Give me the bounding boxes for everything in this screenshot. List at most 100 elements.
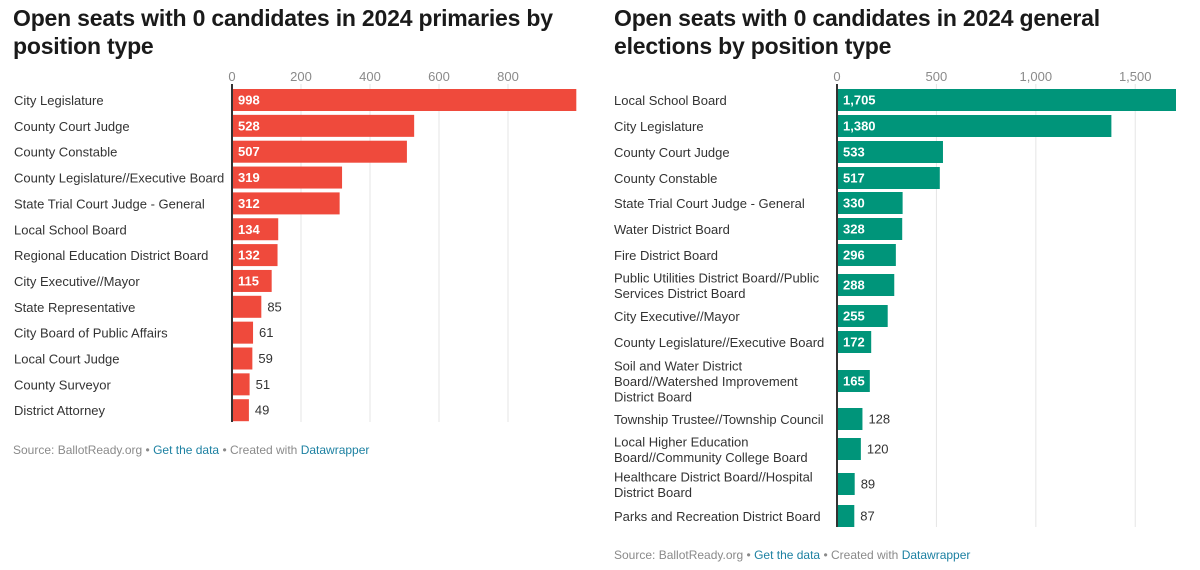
source-text: Source: BallotReady.org bbox=[13, 443, 143, 457]
value-label: 517 bbox=[843, 171, 865, 186]
value-label: 288 bbox=[843, 278, 865, 293]
bar[interactable] bbox=[232, 244, 278, 267]
value-label: 115 bbox=[238, 273, 259, 288]
x-tick-label: 800 bbox=[497, 69, 519, 84]
value-label: 89 bbox=[861, 477, 875, 492]
bar[interactable] bbox=[232, 269, 272, 292]
category-label: Regional Education District Board bbox=[14, 248, 208, 263]
category-label: County Court Judge bbox=[14, 118, 130, 133]
value-label: 998 bbox=[238, 93, 260, 108]
primaries-chart-panel: Open seats with 0 candidates in 2024 pri… bbox=[0, 0, 590, 570]
x-tick-label: 500 bbox=[926, 69, 948, 84]
bar[interactable] bbox=[232, 192, 340, 215]
category-label: Local Higher Education Board//Community C… bbox=[614, 434, 808, 465]
category-label: County Constable bbox=[14, 144, 117, 159]
get-the-data-link[interactable]: Get the data bbox=[153, 443, 220, 457]
created-with-text: • Created with bbox=[820, 548, 902, 562]
bar[interactable] bbox=[837, 192, 903, 214]
datawrapper-link[interactable]: Datawrapper bbox=[300, 443, 370, 457]
bar[interactable] bbox=[837, 141, 943, 163]
bar[interactable] bbox=[837, 408, 863, 430]
value-label: 1,705 bbox=[843, 93, 876, 108]
primaries-bar-chart: 0 200 400 600 800 City Legislature 998 County C… bbox=[14, 69, 577, 422]
x-tick-label: 0 bbox=[228, 69, 235, 84]
value-label: 507 bbox=[238, 144, 260, 159]
x-tick-label: 200 bbox=[290, 69, 312, 84]
category-label: Fire District Board bbox=[614, 248, 718, 263]
datawrapper-link[interactable]: Datawrapper bbox=[901, 548, 971, 562]
bar[interactable] bbox=[837, 89, 1176, 111]
category-label: State Trial Court Judge - General bbox=[14, 196, 205, 211]
value-label: 255 bbox=[843, 309, 865, 324]
x-tick-label: 1,000 bbox=[1020, 69, 1053, 84]
category-label: Soil and Water District Board//Watershed … bbox=[614, 358, 798, 404]
bar[interactable] bbox=[837, 438, 861, 460]
bar[interactable] bbox=[837, 331, 872, 353]
created-with-text: • Created with bbox=[219, 443, 301, 457]
category-label: County Court Judge bbox=[614, 145, 730, 160]
value-label: 128 bbox=[868, 412, 890, 427]
x-tick-label: 1,500 bbox=[1119, 69, 1152, 84]
bar[interactable] bbox=[232, 295, 262, 318]
bar[interactable] bbox=[837, 473, 855, 495]
bar[interactable] bbox=[232, 373, 250, 396]
get-the-data-link[interactable]: Get the data bbox=[754, 548, 821, 562]
category-label: City Legislature bbox=[14, 93, 104, 108]
bar[interactable] bbox=[837, 115, 1112, 137]
category-label: City Executive//Mayor bbox=[14, 273, 140, 288]
bar[interactable] bbox=[232, 218, 279, 241]
category-label: Local School Board bbox=[14, 222, 127, 237]
category-label: County Constable bbox=[614, 171, 717, 186]
bar[interactable] bbox=[837, 505, 855, 527]
bar[interactable] bbox=[232, 347, 253, 370]
general-elections-chart-panel: Open seats with 0 candidates in 2024 gen… bbox=[600, 0, 1200, 570]
value-label: 172 bbox=[843, 335, 865, 350]
category-label: County Legislature//Executive Board bbox=[14, 170, 224, 185]
category-label: State Representative bbox=[14, 299, 135, 314]
category-label: Township Trustee//Township Council bbox=[614, 412, 824, 427]
bar[interactable] bbox=[232, 114, 415, 137]
value-label: 296 bbox=[843, 248, 865, 263]
value-label: 61 bbox=[259, 325, 273, 340]
bar[interactable] bbox=[232, 166, 343, 189]
bar[interactable] bbox=[837, 370, 870, 392]
category-label: District Attorney bbox=[14, 403, 106, 418]
x-tick-label: 0 bbox=[833, 69, 840, 84]
value-label: 49 bbox=[255, 403, 269, 418]
bar[interactable] bbox=[232, 89, 577, 111]
bar[interactable] bbox=[837, 305, 888, 327]
chart-title: Open seats with 0 candidates in 2024 pri… bbox=[13, 5, 553, 59]
value-label: 59 bbox=[258, 351, 272, 366]
bar[interactable] bbox=[837, 244, 896, 266]
category-label: Public Utilities District Board//Public S… bbox=[614, 270, 820, 301]
bar[interactable] bbox=[232, 140, 407, 163]
value-label: 330 bbox=[843, 196, 865, 211]
value-label: 85 bbox=[267, 299, 281, 314]
category-label: County Legislature//Executive Board bbox=[614, 335, 824, 350]
footer-separator: • bbox=[743, 548, 755, 562]
category-label: City Board of Public Affairs bbox=[14, 325, 168, 340]
source-text: Source: BallotReady.org bbox=[614, 548, 744, 562]
bar[interactable] bbox=[232, 399, 249, 422]
bar[interactable] bbox=[837, 274, 895, 296]
x-tick-label: 600 bbox=[428, 69, 450, 84]
category-label: County Surveyor bbox=[14, 377, 111, 392]
bar[interactable] bbox=[837, 167, 940, 189]
bar[interactable] bbox=[837, 218, 903, 240]
value-label: 134 bbox=[238, 222, 260, 237]
value-label: 120 bbox=[867, 442, 889, 457]
value-label: 87 bbox=[860, 509, 874, 524]
value-label: 1,380 bbox=[843, 119, 876, 134]
category-label: Local School Board bbox=[614, 93, 727, 108]
value-label: 51 bbox=[256, 377, 270, 392]
category-label: City Executive//Mayor bbox=[614, 309, 740, 324]
category-label: State Trial Court Judge - General bbox=[614, 196, 805, 211]
value-label: 165 bbox=[843, 374, 865, 389]
value-label: 132 bbox=[238, 248, 260, 263]
chart-footer: Source: BallotReady.org • Get the data •… bbox=[614, 548, 970, 562]
chart-footer: Source: BallotReady.org • Get the data •… bbox=[13, 443, 369, 457]
category-label: Healthcare District Board//Hospital Distr… bbox=[614, 469, 813, 500]
bar[interactable] bbox=[232, 321, 254, 344]
value-label: 319 bbox=[238, 170, 260, 185]
general-elections-bar-chart: 0 500 1,000 1,500 Local School Board 1,705 Cit… bbox=[614, 69, 1176, 527]
